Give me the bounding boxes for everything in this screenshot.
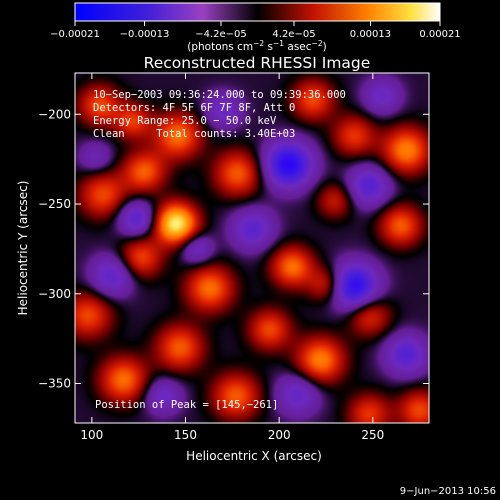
annotation-time: 10−Sep−2003 09:36:24.000 to 09:39:36.000 xyxy=(93,89,346,101)
x-axis-ticks: 100 150 200 250 xyxy=(80,73,384,442)
colorbar xyxy=(75,3,440,21)
annotation-counts: Clean Total counts: 3.40E+03 xyxy=(93,128,295,140)
x-tick-label: 250 xyxy=(361,428,384,442)
heatmap-image xyxy=(75,73,429,423)
x-tick-label: 200 xyxy=(268,428,291,442)
colorbar-label: (photons cm−2 s−1 asec−2) xyxy=(187,39,326,53)
y-tick-label: −200 xyxy=(38,107,71,121)
colorbar-ticks: −0.00021 −0.00013 −4.2e−05 4.2e−05 0.00013 0.… xyxy=(50,21,461,40)
colorbar-frame xyxy=(74,2,441,22)
colorbar-tick-label: 4.2e−05 xyxy=(272,29,315,40)
x-tick-label: 100 xyxy=(80,428,103,442)
annotation-energy: Energy Range: 25.0 − 50.0 keV xyxy=(93,115,277,127)
chart-title: Reconstructed RHESSI Image xyxy=(144,54,371,72)
y-axis-label: Heliocentric Y (arcsec) xyxy=(16,181,30,316)
y-tick-label: −300 xyxy=(38,287,71,301)
x-tick-label: 150 xyxy=(174,428,197,442)
peak-position-label: Position of Peak = [145,−261] xyxy=(95,399,278,411)
colorbar-tick-label: −0.00013 xyxy=(120,29,170,40)
colorbar-tick-label: −4.2e−05 xyxy=(195,29,247,40)
date-stamp: 9−Jun−2013 10:56 xyxy=(400,486,496,497)
plot-frame xyxy=(74,72,430,424)
heatmap-container xyxy=(75,73,429,423)
y-tick-label: −250 xyxy=(38,197,71,211)
y-axis-ticks: −200 −250 −300 −350 xyxy=(38,107,429,391)
colorbar-tick-label: −0.00021 xyxy=(50,29,100,40)
x-axis-label: Heliocentric X (arcsec) xyxy=(186,449,322,463)
colorbar-tick-label: 0.00013 xyxy=(350,29,391,40)
annotation-detectors: Detectors: 4F 5F 6F 7F 8F, Att 0 xyxy=(93,102,295,114)
y-tick-label: −350 xyxy=(38,377,71,391)
colorbar-tick-label: 0.00021 xyxy=(419,29,460,40)
